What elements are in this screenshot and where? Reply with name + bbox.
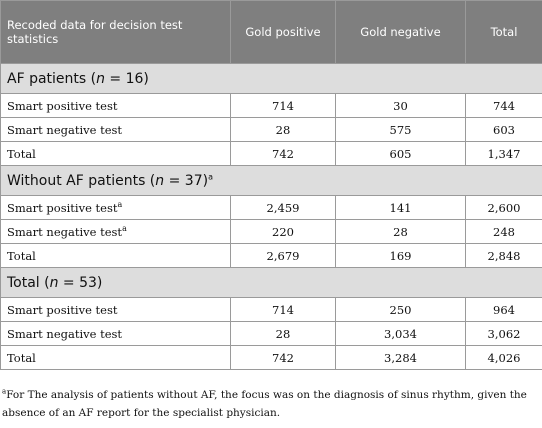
cell-gold-negative: 3,034 [335, 321, 466, 346]
section-title-n: n [49, 274, 59, 291]
row-label: Smart negative test [0, 117, 231, 142]
table-row: Smart negative test 28 575 603 [0, 117, 542, 142]
section-title-count: = 16) [104, 70, 149, 87]
section-title-n: n [96, 70, 105, 87]
cell-gold-negative: 250 [335, 297, 466, 322]
cell-total: 2,600 [465, 195, 542, 220]
row-label: Total [0, 141, 231, 166]
table-row: Smart positive testa 2,459 141 2,600 [0, 195, 542, 220]
row-label: Smart negative test [0, 321, 231, 346]
section-title-text: AF patients ( [7, 70, 97, 87]
decision-test-table: Recoded data for decision test statistic… [0, 0, 542, 370]
row-label: Total [0, 345, 231, 370]
row-label: Smart negative testa [0, 219, 231, 244]
row-label-text: Smart positive test [7, 98, 118, 113]
row-label-text: Smart positive test [7, 302, 118, 317]
cell-gold-positive: 2,459 [230, 195, 336, 220]
cell-gold-negative: 141 [335, 195, 466, 220]
footnote-marker: a [2, 387, 7, 396]
table-row: Smart negative testa 220 28 248 [0, 219, 542, 244]
cell-total: 4,026 [465, 345, 542, 370]
row-label-text: Total [7, 248, 36, 263]
cell-total: 248 [465, 219, 542, 244]
section-title-count: = 37) [164, 172, 209, 189]
cell-total: 603 [465, 117, 542, 142]
table-row: Total 742 605 1,347 [0, 141, 542, 166]
section-title-sup: a [208, 171, 213, 181]
row-label-text: Total [7, 146, 36, 161]
row-label-text: Smart negative test [7, 326, 123, 341]
row-label-text: Total [7, 350, 36, 365]
table-row: Total 742 3,284 4,026 [0, 345, 542, 370]
cell-gold-negative: 30 [335, 93, 466, 118]
header-recoded-data: Recoded data for decision test statistic… [0, 0, 231, 64]
section-title-text: Without AF patients ( [7, 172, 156, 189]
section-title: Without AF patients (n = 37)a [0, 165, 542, 196]
footnote-text: For The analysis of patients without AF,… [2, 389, 527, 419]
table-row: Smart positive test 714 30 744 [0, 93, 542, 118]
row-label: Smart positive testa [0, 195, 231, 220]
cell-gold-negative: 605 [335, 141, 466, 166]
cell-gold-positive: 714 [230, 297, 336, 322]
cell-gold-negative: 28 [335, 219, 466, 244]
cell-gold-negative: 3,284 [335, 345, 466, 370]
header-gold-negative: Gold negative [335, 0, 466, 64]
header-total: Total [465, 0, 542, 64]
section-header-without-af-patients: Without AF patients (n = 37)a [0, 165, 542, 196]
row-label-text: Smart negative test [7, 224, 123, 239]
header-gold-positive: Gold positive [230, 0, 336, 64]
cell-gold-positive: 28 [230, 117, 336, 142]
cell-total: 744 [465, 93, 542, 118]
row-label: Smart positive test [0, 297, 231, 322]
row-label-sup: a [122, 223, 127, 233]
cell-gold-positive: 220 [230, 219, 336, 244]
row-label: Total [0, 243, 231, 268]
section-header-total: Total (n = 53) [0, 267, 542, 298]
cell-gold-negative: 575 [335, 117, 466, 142]
table-row: Smart negative test 28 3,034 3,062 [0, 321, 542, 346]
cell-total: 3,062 [465, 321, 542, 346]
cell-gold-positive: 742 [230, 141, 336, 166]
row-label-text: Smart positive test [7, 200, 118, 215]
cell-gold-negative: 169 [335, 243, 466, 268]
cell-gold-positive: 2,679 [230, 243, 336, 268]
section-title-count: = 53) [58, 274, 103, 291]
section-title: AF patients (n = 16) [0, 63, 542, 94]
cell-total: 2,848 [465, 243, 542, 268]
cell-total: 1,347 [465, 141, 542, 166]
cell-gold-positive: 742 [230, 345, 336, 370]
section-title: Total (n = 53) [0, 267, 542, 298]
row-label-sup: a [117, 199, 123, 209]
row-label-text: Smart negative test [7, 122, 123, 137]
section-header-af-patients: AF patients (n = 16) [0, 63, 542, 94]
table-row: Total 2,679 169 2,848 [0, 243, 542, 268]
row-label: Smart positive test [0, 93, 231, 118]
table-footnote: aFor The analysis of patients without AF… [2, 386, 540, 422]
table-row: Smart positive test 714 250 964 [0, 297, 542, 322]
header-row: Recoded data for decision test statistic… [0, 0, 542, 64]
cell-total: 964 [465, 297, 542, 322]
cell-gold-positive: 28 [230, 321, 336, 346]
section-title-n: n [155, 172, 165, 189]
cell-gold-positive: 714 [230, 93, 336, 118]
section-title-text: Total ( [7, 274, 50, 291]
